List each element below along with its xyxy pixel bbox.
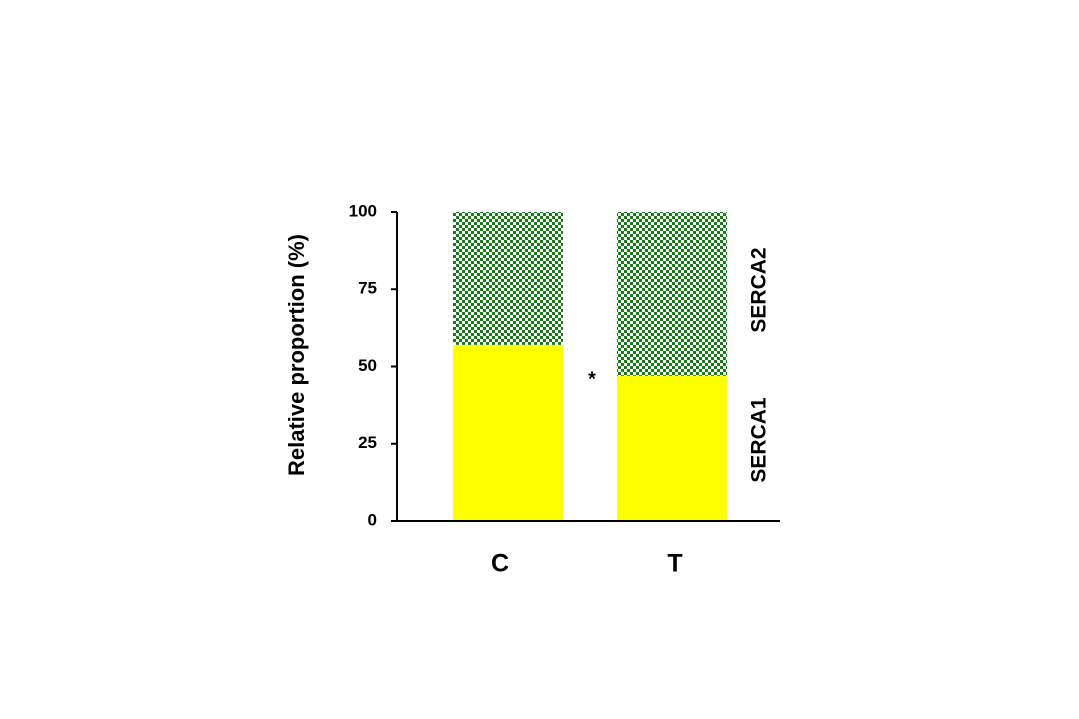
bar-segment <box>453 344 563 521</box>
legend-label: SERCA1 <box>748 397 771 483</box>
y-tick-label: 25 <box>358 433 377 452</box>
bar-segment <box>453 212 563 345</box>
legend-label: SERCA2 <box>748 247 771 332</box>
x-tick-label: T <box>667 550 682 578</box>
bar-segment <box>617 212 727 376</box>
y-tick-label: 50 <box>358 356 377 375</box>
y-tick-label: 100 <box>349 201 377 220</box>
bar-segment <box>617 375 727 521</box>
x-tick-label: C <box>491 550 509 578</box>
y-axis-label: Relative proportion (%) <box>284 234 309 476</box>
annotation: * <box>588 368 596 390</box>
y-tick-label: 75 <box>358 279 377 298</box>
y-tick-label: 0 <box>368 510 377 529</box>
